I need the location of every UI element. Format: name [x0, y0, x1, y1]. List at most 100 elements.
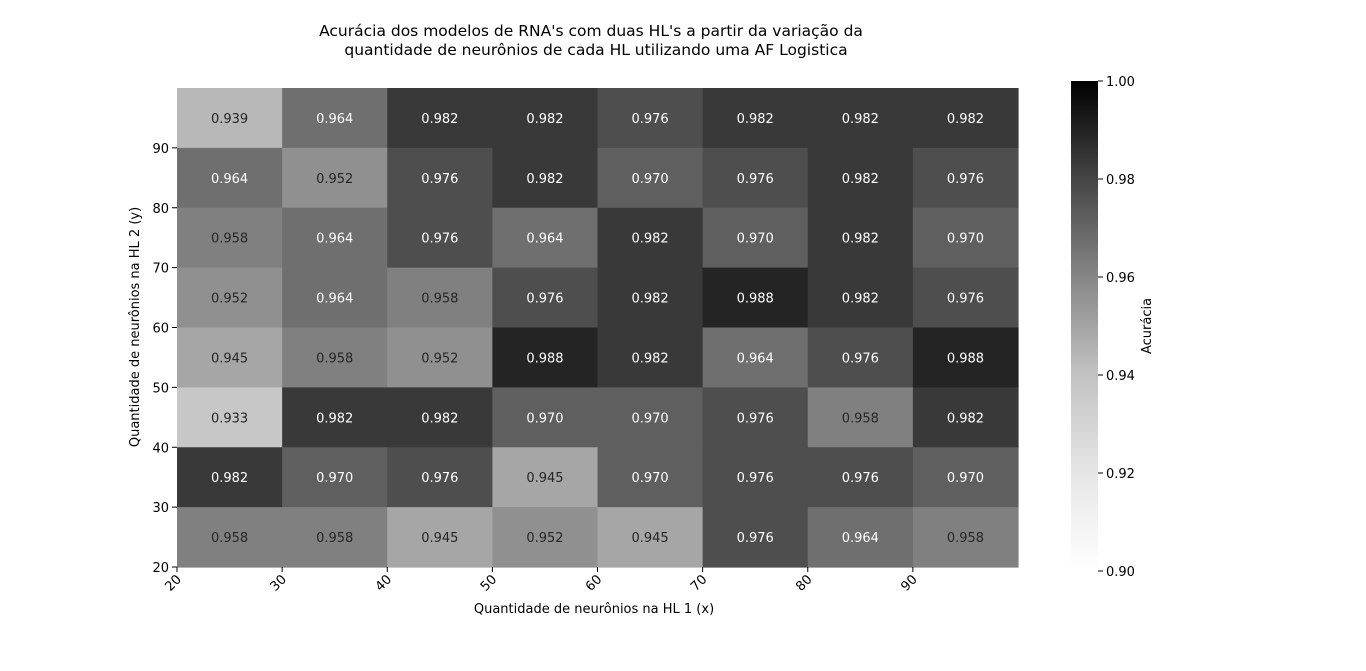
heatmap-cell [807, 507, 914, 568]
x-tick-label: 50 [478, 572, 500, 594]
heatmap-cell [492, 507, 599, 568]
heatmap-cell-value: 0.976 [737, 531, 774, 546]
heatmap-cell-value: 0.982 [842, 112, 879, 127]
colorbar-tick-label: 0.92 [1106, 467, 1135, 482]
heatmap-cell [702, 507, 809, 568]
heatmap-cell-value: 0.988 [737, 292, 774, 307]
heatmap-cell [912, 88, 1019, 149]
y-axis: 20 30 40 50 60 70 80 90 [152, 142, 177, 576]
heatmap-cell [807, 88, 914, 149]
heatmap-cell-value: 0.976 [737, 411, 774, 426]
colorbar-tick-label: 0.90 [1106, 565, 1135, 580]
heatmap-cell [282, 147, 388, 209]
heatmap-cell-value: 0.982 [631, 351, 668, 366]
x-tick-label: 30 [268, 572, 290, 594]
heatmap-cell [807, 327, 914, 388]
heatmap-cell [912, 507, 1019, 568]
heatmap-cell [177, 88, 283, 149]
heatmap-cell [597, 267, 704, 329]
heatmap-cell [597, 447, 704, 508]
heatmap-cell-value: 0.958 [211, 531, 248, 546]
heatmap-cell-value: 0.958 [211, 232, 248, 247]
heatmap-cell-value: 0.933 [211, 411, 248, 426]
heatmap-cell [702, 88, 809, 149]
colorbar [1071, 81, 1098, 571]
heatmap-cell-value: 0.988 [947, 351, 984, 366]
heatmap-cell [702, 267, 809, 329]
colorbar-label: Acurácia [1140, 298, 1155, 354]
y-axis-label: Quantidade de neurônios na HL 2 (y) [128, 207, 143, 447]
heatmap-cell-value: 0.982 [631, 232, 668, 247]
heatmap-cell [177, 267, 283, 329]
heatmap-cell [702, 207, 809, 269]
heatmap-cell-value: 0.982 [526, 172, 563, 187]
heatmap-cell [702, 387, 809, 448]
heatmap-cell-value: 0.939 [211, 112, 248, 127]
heatmap-cell-value: 0.964 [842, 531, 879, 546]
heatmap-cell-value: 0.982 [421, 112, 458, 127]
heatmap-cell [492, 447, 599, 508]
heatmap-cell-value: 0.952 [316, 172, 353, 187]
heatmap-cell-value: 0.976 [421, 471, 458, 486]
x-tick-label: 40 [373, 572, 395, 594]
colorbar-tick-label: 0.94 [1106, 369, 1135, 384]
heatmap-cell [282, 387, 388, 448]
colorbar-axis: 0.90 0.92 0.94 0.96 0.98 1.00 [1098, 75, 1135, 580]
y-tick-label: 70 [152, 262, 169, 277]
heatmap-cell-value: 0.982 [526, 112, 563, 127]
heatmap-cell-value: 0.958 [316, 351, 353, 366]
heatmap-cell [807, 447, 914, 508]
heatmap-cell [177, 507, 283, 568]
heatmap-cell [282, 267, 388, 329]
heatmap-cell-value: 0.976 [421, 172, 458, 187]
heatmap-cell-value: 0.970 [947, 232, 984, 247]
heatmap-cell-value: 0.982 [631, 292, 668, 307]
heatmap-cell-value: 0.982 [842, 232, 879, 247]
x-tick-label: 60 [583, 572, 605, 594]
heatmap-cell [387, 207, 493, 269]
heatmap-cell-value: 0.964 [737, 351, 774, 366]
y-tick-label: 90 [152, 142, 169, 157]
heatmap-cell-value: 0.976 [421, 232, 458, 247]
heatmap-cell [807, 267, 914, 329]
heatmap-cell-value: 0.976 [526, 292, 563, 307]
y-tick-label: 80 [152, 202, 169, 217]
x-axis-label: Quantidade de neurônios na HL 1 (x) [474, 602, 714, 617]
heatmap-cell-value: 0.945 [631, 531, 668, 546]
y-tick-label: 40 [152, 441, 169, 456]
chart-title-line-2: quantidade de neurônios de cada HL utili… [344, 41, 847, 59]
heatmap-cell [177, 327, 283, 388]
heatmap-cell [282, 447, 388, 508]
heatmap-cell [177, 447, 283, 508]
heatmap-cell [177, 147, 283, 209]
x-tick-label: 70 [688, 572, 710, 594]
heatmap-cell-labels: 0.939 0.964 0.982 0.982 0.976 0.982 0.982 0.982… [211, 112, 984, 546]
heatmap-cell [492, 387, 599, 448]
chart-title-line-1: Acurácia dos modelos de RNA's com duas H… [319, 22, 863, 40]
heatmap-cell [597, 387, 704, 448]
heatmap-cell-value: 0.976 [842, 351, 879, 366]
heatmap-cell-value: 0.976 [737, 172, 774, 187]
heatmap-cell-value: 0.958 [316, 531, 353, 546]
heatmap-cell [912, 267, 1019, 329]
heatmap-cell-value: 0.982 [737, 112, 774, 127]
heatmap-cell-value: 0.982 [947, 112, 984, 127]
heatmap-cell-value: 0.982 [316, 411, 353, 426]
heatmap-cell-value: 0.976 [947, 292, 984, 307]
heatmap-cell-value: 0.964 [316, 292, 353, 307]
heatmap-cell-value: 0.982 [421, 411, 458, 426]
heatmap-cell [492, 207, 599, 269]
x-axis: 20 30 40 50 60 70 80 90 [163, 567, 921, 595]
y-tick-label: 30 [152, 501, 169, 516]
y-tick-label: 20 [152, 561, 169, 576]
heatmap-cell-value: 0.958 [842, 411, 879, 426]
heatmap-cell-value: 0.970 [316, 471, 353, 486]
heatmap-cell [177, 207, 283, 269]
heatmap-cells [177, 88, 1019, 568]
heatmap-cell-value: 0.970 [631, 172, 668, 187]
heatmap-cell [492, 327, 599, 388]
heatmap-cell-value: 0.976 [842, 471, 879, 486]
heatmap-cell-value: 0.970 [947, 471, 984, 486]
heatmap-cell [387, 267, 493, 329]
